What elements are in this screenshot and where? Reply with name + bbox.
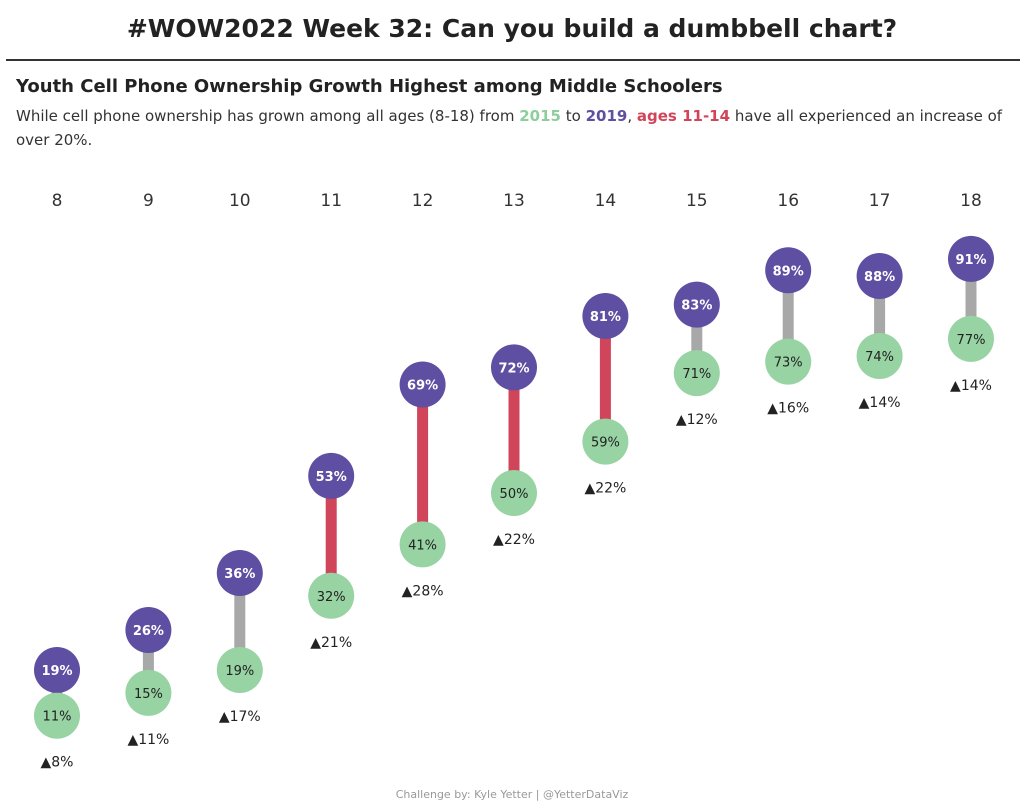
title-divider — [6, 59, 1020, 61]
year-start: 2015 — [519, 107, 561, 125]
age-label: 17 — [869, 191, 891, 211]
value-label-2015: 73% — [774, 356, 803, 371]
dumbbell-bar — [782, 270, 794, 362]
point-2015 — [34, 692, 80, 739]
highlight-ages: ages 11-14 — [636, 107, 731, 125]
change-label: ▲14% — [950, 378, 992, 394]
value-label-2015: 19% — [225, 664, 254, 679]
age-label: 16 — [777, 191, 799, 211]
age-label: 10 — [229, 191, 251, 211]
point-2015 — [765, 338, 812, 385]
point-2019 — [491, 344, 537, 391]
subtitle-text: , — [627, 107, 637, 125]
age-label: 14 — [595, 191, 617, 211]
year-end: 2019 — [585, 107, 628, 125]
change-label: ▲22% — [584, 481, 626, 497]
value-label-2015: 59% — [591, 436, 620, 451]
change-label: ▲8% — [41, 755, 74, 771]
point-2015 — [308, 572, 355, 619]
point-2015 — [582, 418, 629, 465]
change-label: ▲22% — [493, 532, 535, 548]
main-title: #WOW2022 Week 32: Can you build a dumbbe… — [126, 14, 898, 43]
dumbbell-bar — [325, 475, 337, 596]
value-label-2015: 77% — [957, 333, 986, 348]
age-label: 8 — [52, 191, 63, 211]
point-2019 — [399, 361, 446, 408]
dumbbell-bar — [874, 276, 886, 356]
dumbbell-bar — [234, 572, 246, 671]
chart-subtitle: While cell phone ownership has grown amo… — [16, 104, 1016, 152]
value-label-2019: 19% — [41, 664, 72, 679]
age-label: 9 — [143, 191, 154, 211]
value-label-2019: 26% — [133, 624, 164, 639]
change-label: ▲14% — [859, 395, 901, 411]
point-2019 — [582, 292, 629, 339]
value-label-2019: 89% — [773, 264, 804, 279]
value-label-2015: 32% — [317, 590, 346, 605]
value-label-2019: 83% — [681, 299, 712, 314]
point-2019 — [216, 549, 263, 596]
change-label: ▲16% — [767, 401, 809, 417]
value-label-2015: 15% — [134, 687, 163, 702]
value-label-2015: 71% — [682, 367, 711, 382]
value-label-2019: 36% — [224, 567, 255, 582]
value-label-2015: 41% — [408, 538, 437, 553]
point-2019 — [673, 281, 720, 328]
point-2015 — [399, 521, 446, 568]
value-label-2019: 81% — [590, 310, 621, 325]
point-2015 — [125, 669, 172, 716]
subtitle-text: While cell phone ownership has grown amo… — [16, 107, 520, 125]
dumbbell-bar — [965, 258, 977, 339]
value-label-2019: 69% — [407, 379, 438, 394]
value-label-2019: 88% — [864, 270, 895, 285]
point-2015 — [216, 647, 263, 694]
dumbbell-bar — [417, 384, 429, 545]
chart-title: Youth Cell Phone Ownership Growth Highes… — [16, 76, 723, 97]
age-label: 13 — [503, 191, 525, 211]
change-label: ▲28% — [402, 583, 444, 599]
change-label: ▲12% — [676, 412, 718, 428]
dumbbell-bar — [142, 630, 154, 693]
age-label: 11 — [320, 191, 342, 211]
change-label: ▲11% — [127, 732, 169, 748]
age-label: 15 — [686, 191, 708, 211]
point-2019 — [765, 247, 812, 294]
footer-credit: Challenge by: Kyle Yetter | @YetterDataV… — [395, 788, 629, 801]
point-2019 — [948, 235, 994, 282]
value-label-2015: 11% — [43, 710, 72, 725]
point-2019 — [308, 452, 355, 499]
point-2019 — [125, 607, 172, 654]
point-2019 — [34, 647, 80, 694]
value-label-2019: 72% — [498, 361, 529, 376]
age-label: 18 — [960, 191, 982, 211]
point-2015 — [673, 350, 720, 397]
change-label: ▲17% — [219, 709, 261, 725]
point-2015 — [856, 332, 903, 379]
point-2019 — [856, 253, 903, 300]
value-label-2015: 50% — [500, 487, 529, 502]
dumbbell-bar — [508, 367, 520, 493]
dumbbell-bar — [691, 304, 703, 374]
subtitle-text: have all experienced an increase of over… — [16, 107, 1003, 149]
value-label-2019: 53% — [316, 470, 347, 485]
value-label-2019: 91% — [955, 253, 986, 268]
dumbbell-bar — [599, 315, 611, 442]
age-label: 12 — [412, 191, 434, 211]
value-label-2015: 74% — [865, 350, 894, 365]
point-2015 — [948, 315, 994, 362]
subtitle-text: to — [560, 107, 586, 125]
point-2015 — [491, 470, 537, 516]
change-label: ▲21% — [310, 635, 352, 651]
